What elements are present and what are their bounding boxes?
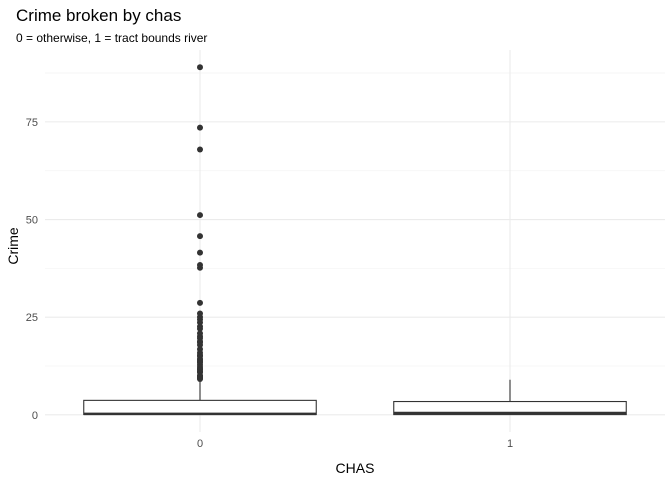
x-tick-label: 0 [197,438,203,450]
boxplots [83,64,627,416]
box-group-0 [83,64,317,416]
y-axis-title: Crime [5,227,21,265]
outlier-point [197,299,203,306]
chart-subtitle: 0 = otherwise, 1 = tract bounds river [16,31,207,45]
y-tick-label: 75 [26,117,38,129]
outlier-point [197,124,203,131]
box [83,399,317,416]
outlier-point [197,375,203,382]
y-tick-label: 25 [26,312,38,324]
chart-title: Crime broken by chas [16,6,181,25]
outlier-point [197,233,203,240]
box-group-1 [393,379,627,416]
box [393,400,627,416]
y-axis: 0 25 50 75 [26,117,38,422]
outlier-point [197,64,203,71]
outlier-point [197,325,203,332]
outlier-point [197,249,203,256]
y-tick-label: 0 [32,410,38,422]
x-tick-label: 1 [507,438,513,450]
outlier-point [197,319,203,326]
x-axis-title: CHAS [336,460,375,476]
y-tick-label: 50 [26,215,38,227]
outlier-point [197,212,203,219]
outlier-point [197,264,203,271]
grid [45,50,665,432]
outlier-point [197,146,203,153]
outlier-point [197,342,203,349]
